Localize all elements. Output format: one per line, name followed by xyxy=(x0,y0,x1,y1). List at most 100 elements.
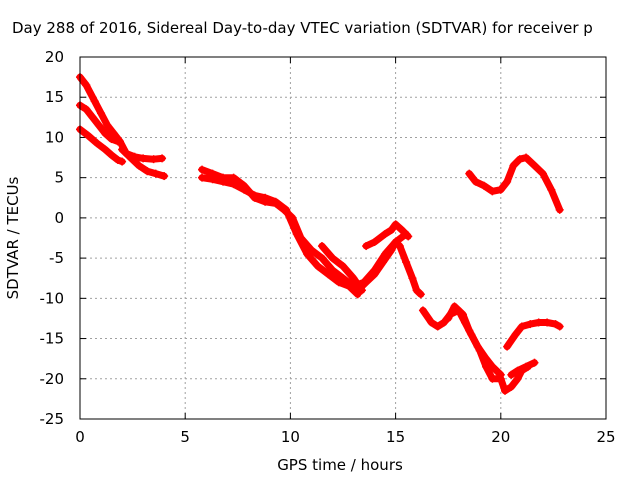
data-point xyxy=(378,258,387,267)
series-trace xyxy=(198,174,362,298)
y-tick-label: 10 xyxy=(45,128,64,146)
y-axis-label: SDTVAR / TECUs xyxy=(4,176,22,299)
data-point xyxy=(339,262,347,271)
data-point xyxy=(113,137,122,146)
data-point xyxy=(229,180,238,189)
data-point xyxy=(513,374,522,383)
data-point xyxy=(101,145,110,154)
y-tick-label: -25 xyxy=(40,410,65,428)
data-point xyxy=(126,153,135,162)
data-point xyxy=(313,262,322,271)
data-point xyxy=(547,185,556,194)
data-point xyxy=(488,362,497,371)
data-point xyxy=(82,105,91,114)
data-point xyxy=(94,121,103,130)
data-point xyxy=(198,173,207,182)
plot-frame xyxy=(79,56,607,420)
data-point xyxy=(84,131,93,140)
y-tick-label: -20 xyxy=(40,370,65,388)
data-point xyxy=(522,153,531,162)
data-point xyxy=(362,242,371,251)
y-tick-label: -10 xyxy=(40,289,65,307)
data-point xyxy=(118,157,127,166)
x-tick-label: 25 xyxy=(596,428,615,446)
data-point xyxy=(113,155,122,164)
data-point xyxy=(149,155,158,164)
x-tick-label: 0 xyxy=(75,428,85,446)
data-point xyxy=(345,282,354,291)
data-point xyxy=(387,246,396,255)
data-point xyxy=(509,161,518,170)
data-point xyxy=(107,151,116,160)
data-point xyxy=(555,205,564,214)
data-point xyxy=(103,121,112,130)
data-point xyxy=(534,318,543,327)
y-tick-label: 20 xyxy=(45,48,64,66)
data-point xyxy=(198,165,207,174)
x-tick-label: 20 xyxy=(491,428,510,446)
data-point xyxy=(511,330,520,339)
data-point xyxy=(109,129,118,138)
data-point xyxy=(208,175,217,184)
data-point xyxy=(517,322,526,331)
data-point xyxy=(433,322,442,331)
data-point xyxy=(465,326,474,335)
data-point xyxy=(158,154,167,163)
data-point xyxy=(416,290,425,299)
data-point xyxy=(507,382,516,391)
data-point xyxy=(317,242,326,251)
data-point xyxy=(349,274,358,283)
data-point xyxy=(395,242,404,251)
series-trace xyxy=(507,359,538,379)
data-point xyxy=(471,177,480,186)
data-point xyxy=(292,229,301,238)
data-point xyxy=(530,358,539,367)
data-point xyxy=(219,177,228,186)
data-point xyxy=(324,270,333,279)
data-point xyxy=(526,320,535,329)
data-point xyxy=(530,161,539,170)
data-point xyxy=(143,167,152,176)
data-point xyxy=(328,266,337,275)
data-point xyxy=(496,370,505,379)
tick-labels: 0 5 10 15 20 25 -25 -20 -15 -10 -5 0 5 10 15 20 xyxy=(40,48,616,446)
data-point xyxy=(543,318,552,327)
data-point xyxy=(418,306,427,315)
data-point xyxy=(362,278,371,287)
x-tick-label: 10 xyxy=(281,428,300,446)
data-point xyxy=(391,238,400,247)
y-tick-label: 0 xyxy=(54,209,64,227)
data-point xyxy=(250,191,259,200)
data-point xyxy=(439,318,448,327)
data-point xyxy=(160,172,169,181)
data-point xyxy=(450,302,459,311)
data-point xyxy=(134,161,143,170)
data-point xyxy=(522,362,531,371)
data-point xyxy=(97,109,106,118)
data-point xyxy=(479,181,488,190)
data-point xyxy=(482,354,491,363)
data-point xyxy=(303,250,312,259)
data-point xyxy=(139,154,148,163)
data-point xyxy=(240,185,249,194)
y-tick-label: 15 xyxy=(45,88,64,106)
data-point xyxy=(90,97,99,106)
data-point xyxy=(427,318,436,327)
series-trace xyxy=(118,146,168,180)
data-point xyxy=(391,220,400,229)
data-point xyxy=(107,135,116,144)
data-point xyxy=(328,254,337,263)
x-tick-label: 15 xyxy=(386,428,405,446)
x-tick-label: 5 xyxy=(180,428,190,446)
data-point xyxy=(507,370,516,379)
data-point xyxy=(118,145,127,154)
data-point xyxy=(465,169,474,178)
data-point xyxy=(501,386,510,395)
data-point xyxy=(357,286,366,295)
data-point xyxy=(101,129,110,138)
y-tick-label: -5 xyxy=(49,249,64,267)
data-point xyxy=(515,155,524,164)
data-point xyxy=(334,278,343,287)
chart-title: Day 288 of 2016, Sidereal Day-to-day VTE… xyxy=(12,19,593,37)
data-point xyxy=(555,322,564,331)
